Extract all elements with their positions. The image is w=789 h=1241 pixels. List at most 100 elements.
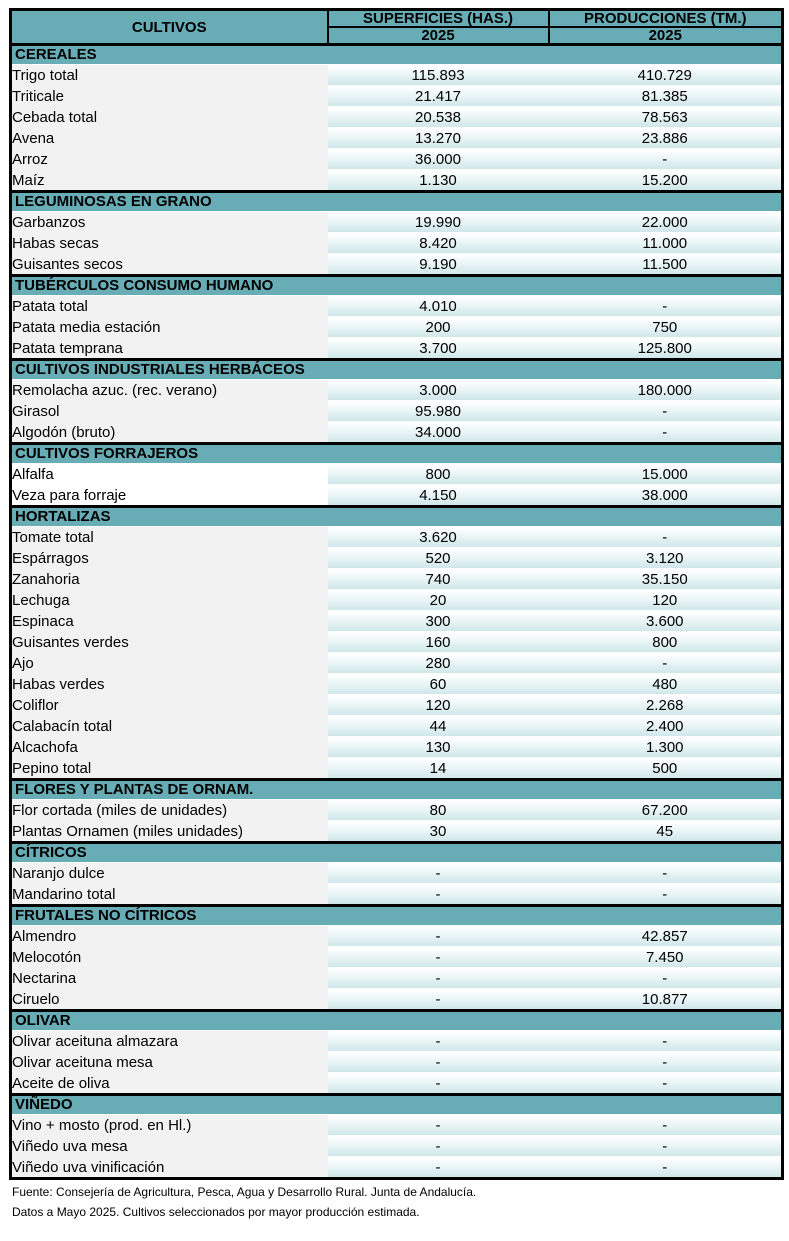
crop-name: Guisantes secos: [10, 254, 328, 276]
table-row: Garbanzos 19.990 22.000: [10, 211, 783, 233]
crop-name: Girasol: [10, 401, 328, 422]
crop-name: Nectarina: [10, 968, 328, 989]
crop-name: Zanahoria: [10, 569, 328, 590]
area-value: 3.000: [327, 379, 549, 401]
table-row: Mandarino total - -: [10, 883, 783, 906]
production-value: 15.000: [548, 463, 783, 485]
area-value: 200: [327, 316, 549, 338]
crop-name: Maíz: [10, 170, 328, 192]
area-value: 120: [327, 694, 549, 716]
crop-name: Espinaca: [10, 611, 328, 632]
production-value: 81.385: [548, 85, 783, 107]
crop-name: Viñedo uva vinificación: [10, 1157, 328, 1179]
section-title: FLORES Y PLANTAS DE ORNAM.: [10, 778, 783, 800]
crops-table: CULTIVOS SUPERFICIES (HAS.) PRODUCCIONES…: [9, 8, 784, 1180]
area-value: -: [327, 946, 549, 968]
table-row: Calabacín total 44 2.400: [10, 715, 783, 737]
area-value: 34.000: [327, 421, 549, 444]
crop-name: Plantas Ornamen (miles unidades): [10, 821, 328, 843]
area-value: 280: [327, 652, 549, 674]
crop-name: Mandarino total: [10, 884, 328, 906]
production-value: 3.600: [548, 610, 783, 632]
section-header: LEGUMINOSAS EN GRANO: [10, 190, 783, 212]
area-value: 80: [327, 799, 549, 821]
table-row: Almendro -42.857: [10, 925, 783, 947]
table-row: Triticale 21.417 81.385: [10, 85, 783, 107]
production-value: 2.400: [548, 715, 783, 737]
table-row: Guisantes verdes 160 800: [10, 631, 783, 653]
crop-name: Remolacha azuc. (rec. verano): [10, 380, 328, 401]
crop-name: Olivar aceituna almazara: [10, 1031, 328, 1052]
crop-name: Patata total: [10, 296, 328, 317]
area-value: 3.620: [327, 526, 549, 548]
area-value: 800: [327, 463, 549, 485]
section-title: CULTIVOS FORRAJEROS: [10, 442, 783, 464]
table-row: Alcachofa 130 1.300: [10, 736, 783, 758]
production-value: -: [548, 1051, 783, 1073]
section-title: CEREALES: [10, 43, 783, 65]
crop-name: Tomate total: [10, 527, 328, 548]
crop-name: Alfalfa: [10, 464, 328, 485]
table-row: Zanahoria 740 35.150: [10, 568, 783, 590]
crop-name: Lechuga: [10, 590, 328, 611]
section-title: FRUTALES NO CÍTRICOS: [10, 904, 783, 926]
area-value: -: [327, 1135, 549, 1157]
production-value: 2.268: [548, 694, 783, 716]
table-row: Pepino total 14 500: [10, 757, 783, 780]
area-value: 300: [327, 610, 549, 632]
area-value: 160: [327, 631, 549, 653]
section-title: HORTALIZAS: [10, 505, 783, 527]
area-value: -: [327, 1051, 549, 1073]
table-row: Girasol 95.980-: [10, 400, 783, 422]
crop-name: Garbanzos: [10, 212, 328, 233]
crop-name: Coliflor: [10, 695, 328, 716]
table-row: Espinaca 300 3.600: [10, 610, 783, 632]
section-header: CEREALES: [10, 43, 783, 65]
table-row: Remolacha azuc. (rec. verano) 3.000 180.00…: [10, 379, 783, 401]
header-area: SUPERFICIES (HAS.): [326, 8, 550, 28]
crop-name: Veza para forraje: [10, 485, 328, 507]
crop-name: Habas secas: [10, 233, 328, 254]
table-row: Flor cortada (miles de unidades) 80 67.200: [10, 799, 783, 821]
table-row: Olivar aceituna almazara - -: [10, 1030, 783, 1052]
table-row: Algodón (bruto) 34.000-: [10, 421, 783, 444]
area-value: 8.420: [327, 232, 549, 254]
area-value: 21.417: [327, 85, 549, 107]
area-value: 60: [327, 673, 549, 695]
table-row: Olivar aceituna mesa - -: [10, 1051, 783, 1073]
table-row: Aceite de oliva - -: [10, 1072, 783, 1095]
crop-name: Vino + mosto (prod. en Hl.): [10, 1115, 328, 1136]
area-value: 1.130: [327, 169, 549, 192]
crop-name: Patata temprana: [10, 338, 328, 360]
production-value: 125.800: [548, 337, 783, 360]
table-row: Espárragos 520 3.120: [10, 547, 783, 569]
crop-name: Pepino total: [10, 758, 328, 780]
production-value: 10.877: [548, 988, 783, 1011]
section-header: CÍTRICOS: [10, 841, 783, 863]
crop-name: Aceite de oliva: [10, 1073, 328, 1095]
crop-name: Algodón (bruto): [10, 422, 328, 444]
area-value: -: [327, 862, 549, 884]
production-value: -: [548, 1135, 783, 1157]
area-value: 4.150: [327, 484, 549, 507]
production-value: 35.150: [548, 568, 783, 590]
production-value: 15.200: [548, 169, 783, 192]
section-header: FLORES Y PLANTAS DE ORNAM.: [10, 778, 783, 800]
header-crops: CULTIVOS: [9, 8, 329, 46]
table-row: Guisantes secos 9.190 11.500: [10, 253, 783, 276]
section-title: LEGUMINOSAS EN GRANO: [10, 190, 783, 212]
area-value: 13.270: [327, 127, 549, 149]
production-value: -: [548, 967, 783, 989]
production-value: 180.000: [548, 379, 783, 401]
crop-name: Arroz: [10, 149, 328, 170]
area-value: 20.538: [327, 106, 549, 128]
crop-name: Triticale: [10, 86, 328, 107]
production-value: 1.300: [548, 736, 783, 758]
area-value: -: [327, 1030, 549, 1052]
production-value: 120: [548, 589, 783, 611]
table-row: Ciruelo -10.877: [10, 988, 783, 1011]
production-value: 22.000: [548, 211, 783, 233]
table-row: Naranjo dulce - -: [10, 862, 783, 884]
section-header: OLIVAR: [10, 1009, 783, 1031]
production-value: 7.450: [548, 946, 783, 968]
